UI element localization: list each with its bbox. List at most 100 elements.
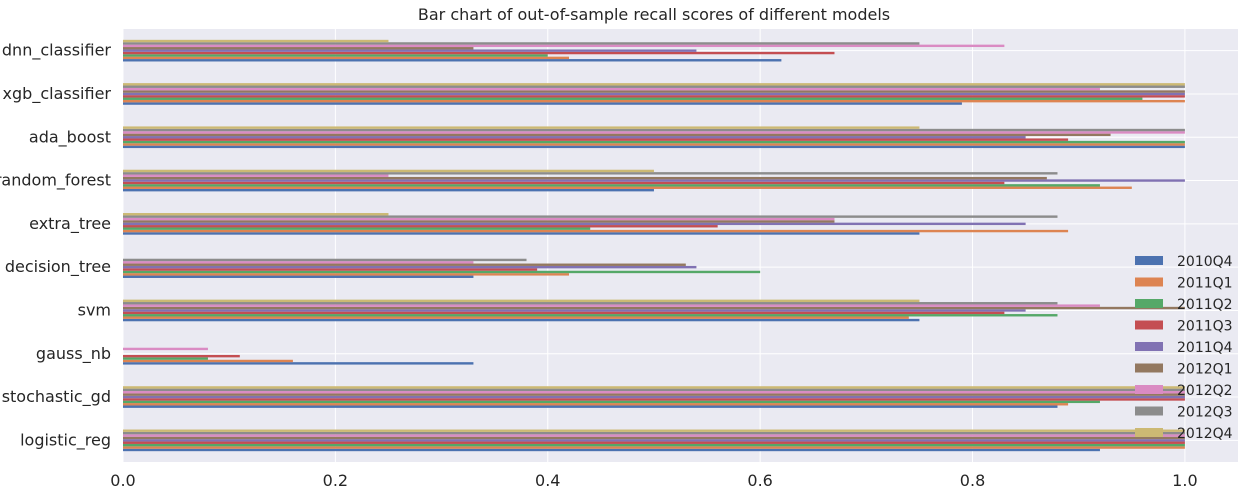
bar-logistic_reg-2011Q4 (123, 439, 1185, 442)
chart-title: Bar chart of out-of-sample recall scores… (418, 5, 890, 24)
bar-dnn_classifier-2011Q4 (123, 49, 697, 52)
legend-swatch-2012Q4 (1135, 428, 1163, 437)
legend-swatch-2011Q3 (1135, 320, 1163, 330)
bar-logistic_reg-2012Q1 (123, 436, 1185, 440)
bar-logistic_reg-2011Q2 (123, 443, 1185, 447)
legend-swatch-2012Q2 (1135, 385, 1163, 394)
bar-ada_boost-2012Q1 (123, 133, 1111, 137)
y-tick-label: logistic_reg (20, 430, 111, 450)
bar-logistic_reg-2011Q3 (123, 441, 1185, 444)
bar-extra_tree-2011Q2 (123, 227, 591, 230)
bar-xgb_classifier-2012Q1 (123, 90, 1185, 93)
bar-stochastic_gd-2012Q2 (123, 391, 1185, 394)
bar-stochastic_gd-2011Q2 (123, 400, 1100, 404)
bar-ada_boost-2012Q2 (123, 131, 1185, 134)
bar-svm-2011Q1 (123, 316, 909, 319)
bar-dnn_classifier-2010Q4 (123, 59, 782, 62)
bar-extra_tree-2011Q1 (123, 229, 1069, 233)
bar-xgb_classifier-2011Q4 (123, 92, 1185, 96)
x-tick-label: 1.0 (1172, 471, 1197, 490)
bar-stochastic_gd-2012Q4 (123, 386, 1185, 389)
bar-xgb_classifier-2012Q3 (123, 85, 1185, 88)
bar-xgb_classifier-2012Q4 (123, 83, 1185, 86)
bar-random_forest-2010Q4 (123, 188, 654, 192)
legend-label: 2011Q2 (1177, 297, 1233, 313)
x-tick-label: 0.0 (110, 471, 135, 490)
bar-random_forest-2012Q4 (123, 169, 654, 173)
bar-xgb_classifier-2012Q2 (123, 87, 1100, 91)
bar-dnn_classifier-2011Q3 (123, 51, 835, 55)
y-tick-label: dnn_classifier (2, 41, 112, 61)
y-tick-label: extra_tree (29, 214, 111, 234)
bar-random_forest-2011Q3 (123, 181, 1005, 185)
bar-logistic_reg-2011Q1 (123, 446, 1185, 449)
bar-decision_tree-2012Q3 (123, 258, 527, 262)
legend-swatch-2010Q4 (1135, 256, 1163, 265)
bar-xgb_classifier-2011Q2 (123, 97, 1143, 100)
bar-svm-2012Q1 (123, 306, 1185, 310)
bar-decision_tree-2012Q1 (123, 263, 686, 266)
legend-label: 2012Q4 (1177, 426, 1233, 442)
bar-gauss_nb-2011Q1 (123, 359, 293, 363)
bar-dnn_classifier-2012Q3 (123, 42, 920, 45)
bar-dnn_classifier-2011Q2 (123, 54, 548, 57)
x-tick-label: 0.6 (747, 471, 772, 490)
x-tick-labels: 0.0 0.2 0.4 0.6 0.8 1.0 (110, 471, 1197, 490)
bar-logistic_reg-2012Q4 (123, 429, 1185, 432)
y-tick-label: ada_boost (29, 127, 111, 147)
legend-swatch-2011Q1 (1135, 277, 1163, 287)
bar-random_forest-2011Q1 (123, 186, 1132, 189)
bar-logistic_reg-2012Q2 (123, 434, 1185, 437)
legend-label: 2012Q2 (1177, 383, 1233, 399)
bar-random_forest-2011Q4 (123, 179, 1185, 182)
bar-gauss_nb-2011Q2 (123, 357, 208, 360)
bar-stochastic_gd-2012Q3 (123, 388, 1185, 392)
bar-decision_tree-2011Q2 (123, 270, 761, 274)
y-tick-label: stochastic_gd (2, 387, 111, 407)
bar-decision_tree-2011Q4 (123, 265, 697, 269)
y-tick-label: xgb_classifier (3, 84, 112, 104)
bar-extra_tree-2012Q4 (123, 213, 389, 216)
bar-stochastic_gd-2012Q1 (123, 393, 1185, 396)
y-tick-label: decision_tree (5, 257, 111, 277)
bar-xgb_classifier-2011Q3 (123, 95, 1185, 98)
bar-dnn_classifier-2011Q1 (123, 56, 569, 60)
bar-gauss_nb-2012Q2 (123, 347, 208, 351)
bar-decision_tree-2011Q1 (123, 273, 569, 276)
legend-swatch-2012Q3 (1135, 406, 1163, 416)
bar-random_forest-2012Q2 (123, 174, 389, 177)
bar-random_forest-2012Q1 (123, 176, 1047, 180)
legend-label: 2011Q1 (1177, 276, 1233, 292)
bar-ada_boost-2011Q4 (123, 136, 1026, 139)
bar-dnn_classifier-2012Q4 (123, 39, 389, 43)
legend-swatch-2011Q2 (1135, 299, 1163, 308)
bar-gauss_nb-2010Q4 (123, 362, 474, 365)
y-tick-label: random_forest (0, 171, 111, 191)
legend-label: 2011Q3 (1177, 319, 1233, 335)
bar-ada_boost-2011Q3 (123, 138, 1069, 141)
bar-decision_tree-2012Q2 (123, 261, 474, 264)
bar-extra_tree-2012Q1 (123, 220, 835, 223)
bar-svm-2011Q2 (123, 314, 1058, 317)
y-tick-label: gauss_nb (36, 344, 111, 364)
bar-extra_tree-2011Q3 (123, 225, 718, 228)
bar-extra_tree-2011Q4 (123, 222, 1026, 226)
bar-decision_tree-2010Q4 (123, 275, 474, 278)
bar-xgb_classifier-2010Q4 (123, 102, 962, 105)
bar-svm-2012Q3 (123, 302, 1058, 305)
bar-logistic_reg-2012Q3 (123, 431, 1185, 435)
y-tick-labels: logistic_reg stochastic_gd gauss_nb svm deci… (0, 41, 111, 451)
bar-svm-2010Q4 (123, 318, 920, 322)
legend: 2010Q4 2011Q1 2011Q2 2011Q3 2011Q4 2012Q1 2012… (1135, 254, 1233, 442)
bar-ada_boost-2011Q1 (123, 143, 1185, 146)
x-tick-label: 0.2 (323, 471, 348, 490)
bar-random_forest-2011Q2 (123, 184, 1100, 187)
bar-xgb_classifier-2011Q1 (123, 99, 1185, 103)
bars (123, 39, 1185, 452)
bar-svm-2011Q4 (123, 309, 1026, 312)
legend-label: 2011Q4 (1177, 340, 1233, 356)
bar-logistic_reg-2010Q4 (123, 448, 1100, 452)
bar-stochastic_gd-2011Q4 (123, 395, 1185, 399)
bar-extra_tree-2010Q4 (123, 232, 920, 235)
